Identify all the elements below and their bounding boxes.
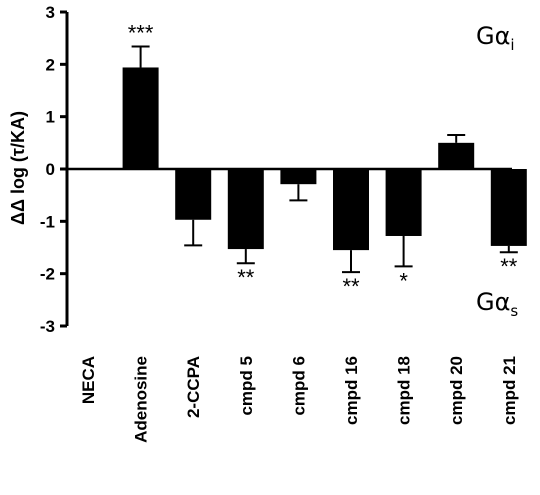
significance-label: * bbox=[399, 268, 408, 293]
y-tick-label: -1 bbox=[40, 212, 55, 231]
significance-label: *** bbox=[128, 21, 154, 46]
category-label: cmpd 21 bbox=[500, 356, 519, 425]
category-labels: NECA Adenosine 2-CCPA cmpd 5 cmpd 6 cmpd 16 cm… bbox=[79, 356, 519, 443]
bar bbox=[490, 169, 527, 246]
significance-labels: ***** ** *** bbox=[128, 21, 518, 300]
bar bbox=[175, 169, 212, 220]
y-axis: -3 -2 -1 0 1 2 3 bbox=[40, 3, 69, 336]
y-tick-label: -2 bbox=[40, 265, 55, 284]
bar bbox=[333, 169, 369, 251]
category-label: cmpd 6 bbox=[289, 356, 308, 416]
y-axis-label: ΔΔ log (τ/KA) bbox=[8, 111, 28, 225]
y-tick-label: 3 bbox=[46, 3, 55, 22]
y-tick-label: 0 bbox=[46, 160, 55, 179]
significance-label: ** bbox=[342, 274, 360, 299]
panel-annotation: Gαs bbox=[476, 288, 518, 320]
category-label: cmpd 5 bbox=[237, 356, 256, 416]
panel-annotation-subscript: s bbox=[510, 302, 518, 320]
bar bbox=[227, 169, 264, 250]
category-label: NECA bbox=[79, 356, 98, 404]
bar bbox=[280, 169, 317, 185]
category-label: Adenosine bbox=[132, 356, 151, 443]
panel-annotation-subscript: i bbox=[510, 36, 514, 54]
category-label: cmpd 20 bbox=[447, 356, 466, 425]
y-tick-label: -3 bbox=[40, 317, 55, 336]
bar bbox=[122, 67, 159, 169]
category-label: cmpd 18 bbox=[395, 356, 414, 425]
significance-label: ** bbox=[500, 254, 518, 279]
category-label: 2-CCPA bbox=[184, 356, 203, 418]
y-tick-label: 2 bbox=[46, 55, 55, 74]
bars bbox=[122, 45, 527, 274]
y-tick-label: 1 bbox=[46, 108, 55, 127]
panel-annotation: Gαi bbox=[476, 22, 515, 54]
bar bbox=[385, 169, 422, 236]
category-label: cmpd 16 bbox=[342, 356, 361, 425]
bar bbox=[438, 142, 475, 169]
significance-label: ** bbox=[237, 265, 255, 290]
